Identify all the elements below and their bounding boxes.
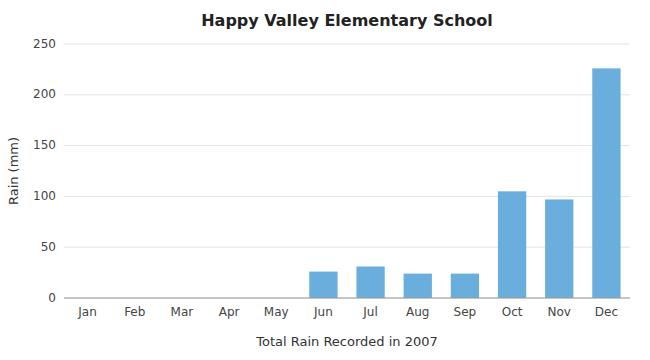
y-axis: 0 50 100 150 200 250 <box>33 37 56 305</box>
grid-line <box>64 44 630 45</box>
x-tick-label: Dec <box>595 305 618 319</box>
x-tick-label: Mar <box>171 305 194 319</box>
x-tick-label: Nov <box>548 305 571 319</box>
bar <box>404 274 432 298</box>
grid-line <box>64 94 630 95</box>
x-tick-label: Oct <box>502 305 523 319</box>
x-tick-label: Jun <box>313 305 333 319</box>
x-axis: Jan Feb Mar Apr May Jun Jul Aug Sep Oct Nov Dec <box>64 298 630 319</box>
x-axis-line <box>64 298 630 299</box>
x-tick-label: Apr <box>219 305 240 319</box>
bar <box>451 274 479 298</box>
x-axis-label: Total Rain Recorded in 2007 <box>255 334 438 349</box>
bars <box>309 68 620 298</box>
bar <box>356 267 384 298</box>
bar <box>592 68 620 298</box>
chart-container: 0 50 100 150 200 250 Jan Feb Mar Apr May Jun Jul Aug S… <box>0 0 650 360</box>
y-tick-label: 200 <box>33 87 56 101</box>
bar <box>545 199 573 298</box>
bar <box>498 191 526 298</box>
x-tick-label: Jan <box>77 305 97 319</box>
x-tick-label: Jul <box>362 305 377 319</box>
y-tick-label: 50 <box>41 240 56 254</box>
grid-line <box>64 196 630 197</box>
y-tick-label: 100 <box>33 189 56 203</box>
title: Happy Valley Elementary School <box>201 11 493 30</box>
bar <box>309 272 337 298</box>
x-tick-label: Feb <box>124 305 145 319</box>
y-tick-label: 250 <box>33 37 56 51</box>
y-tick-label: 0 <box>48 291 56 305</box>
grid-line <box>64 298 630 299</box>
x-tick-label: May <box>264 305 289 319</box>
grid-line <box>64 145 630 146</box>
x-tick-label: Sep <box>454 305 477 319</box>
chart: 0 50 100 150 200 250 Jan Feb Mar Apr May Jun Jul Aug S… <box>0 0 650 360</box>
grid <box>64 44 630 298</box>
x-tick-label: Aug <box>406 305 429 319</box>
y-axis-label: Rain (mm) <box>6 137 21 205</box>
page: {"chart_data": {"type": "bar", "title": … <box>0 0 650 360</box>
y-tick-label: 150 <box>33 138 56 152</box>
